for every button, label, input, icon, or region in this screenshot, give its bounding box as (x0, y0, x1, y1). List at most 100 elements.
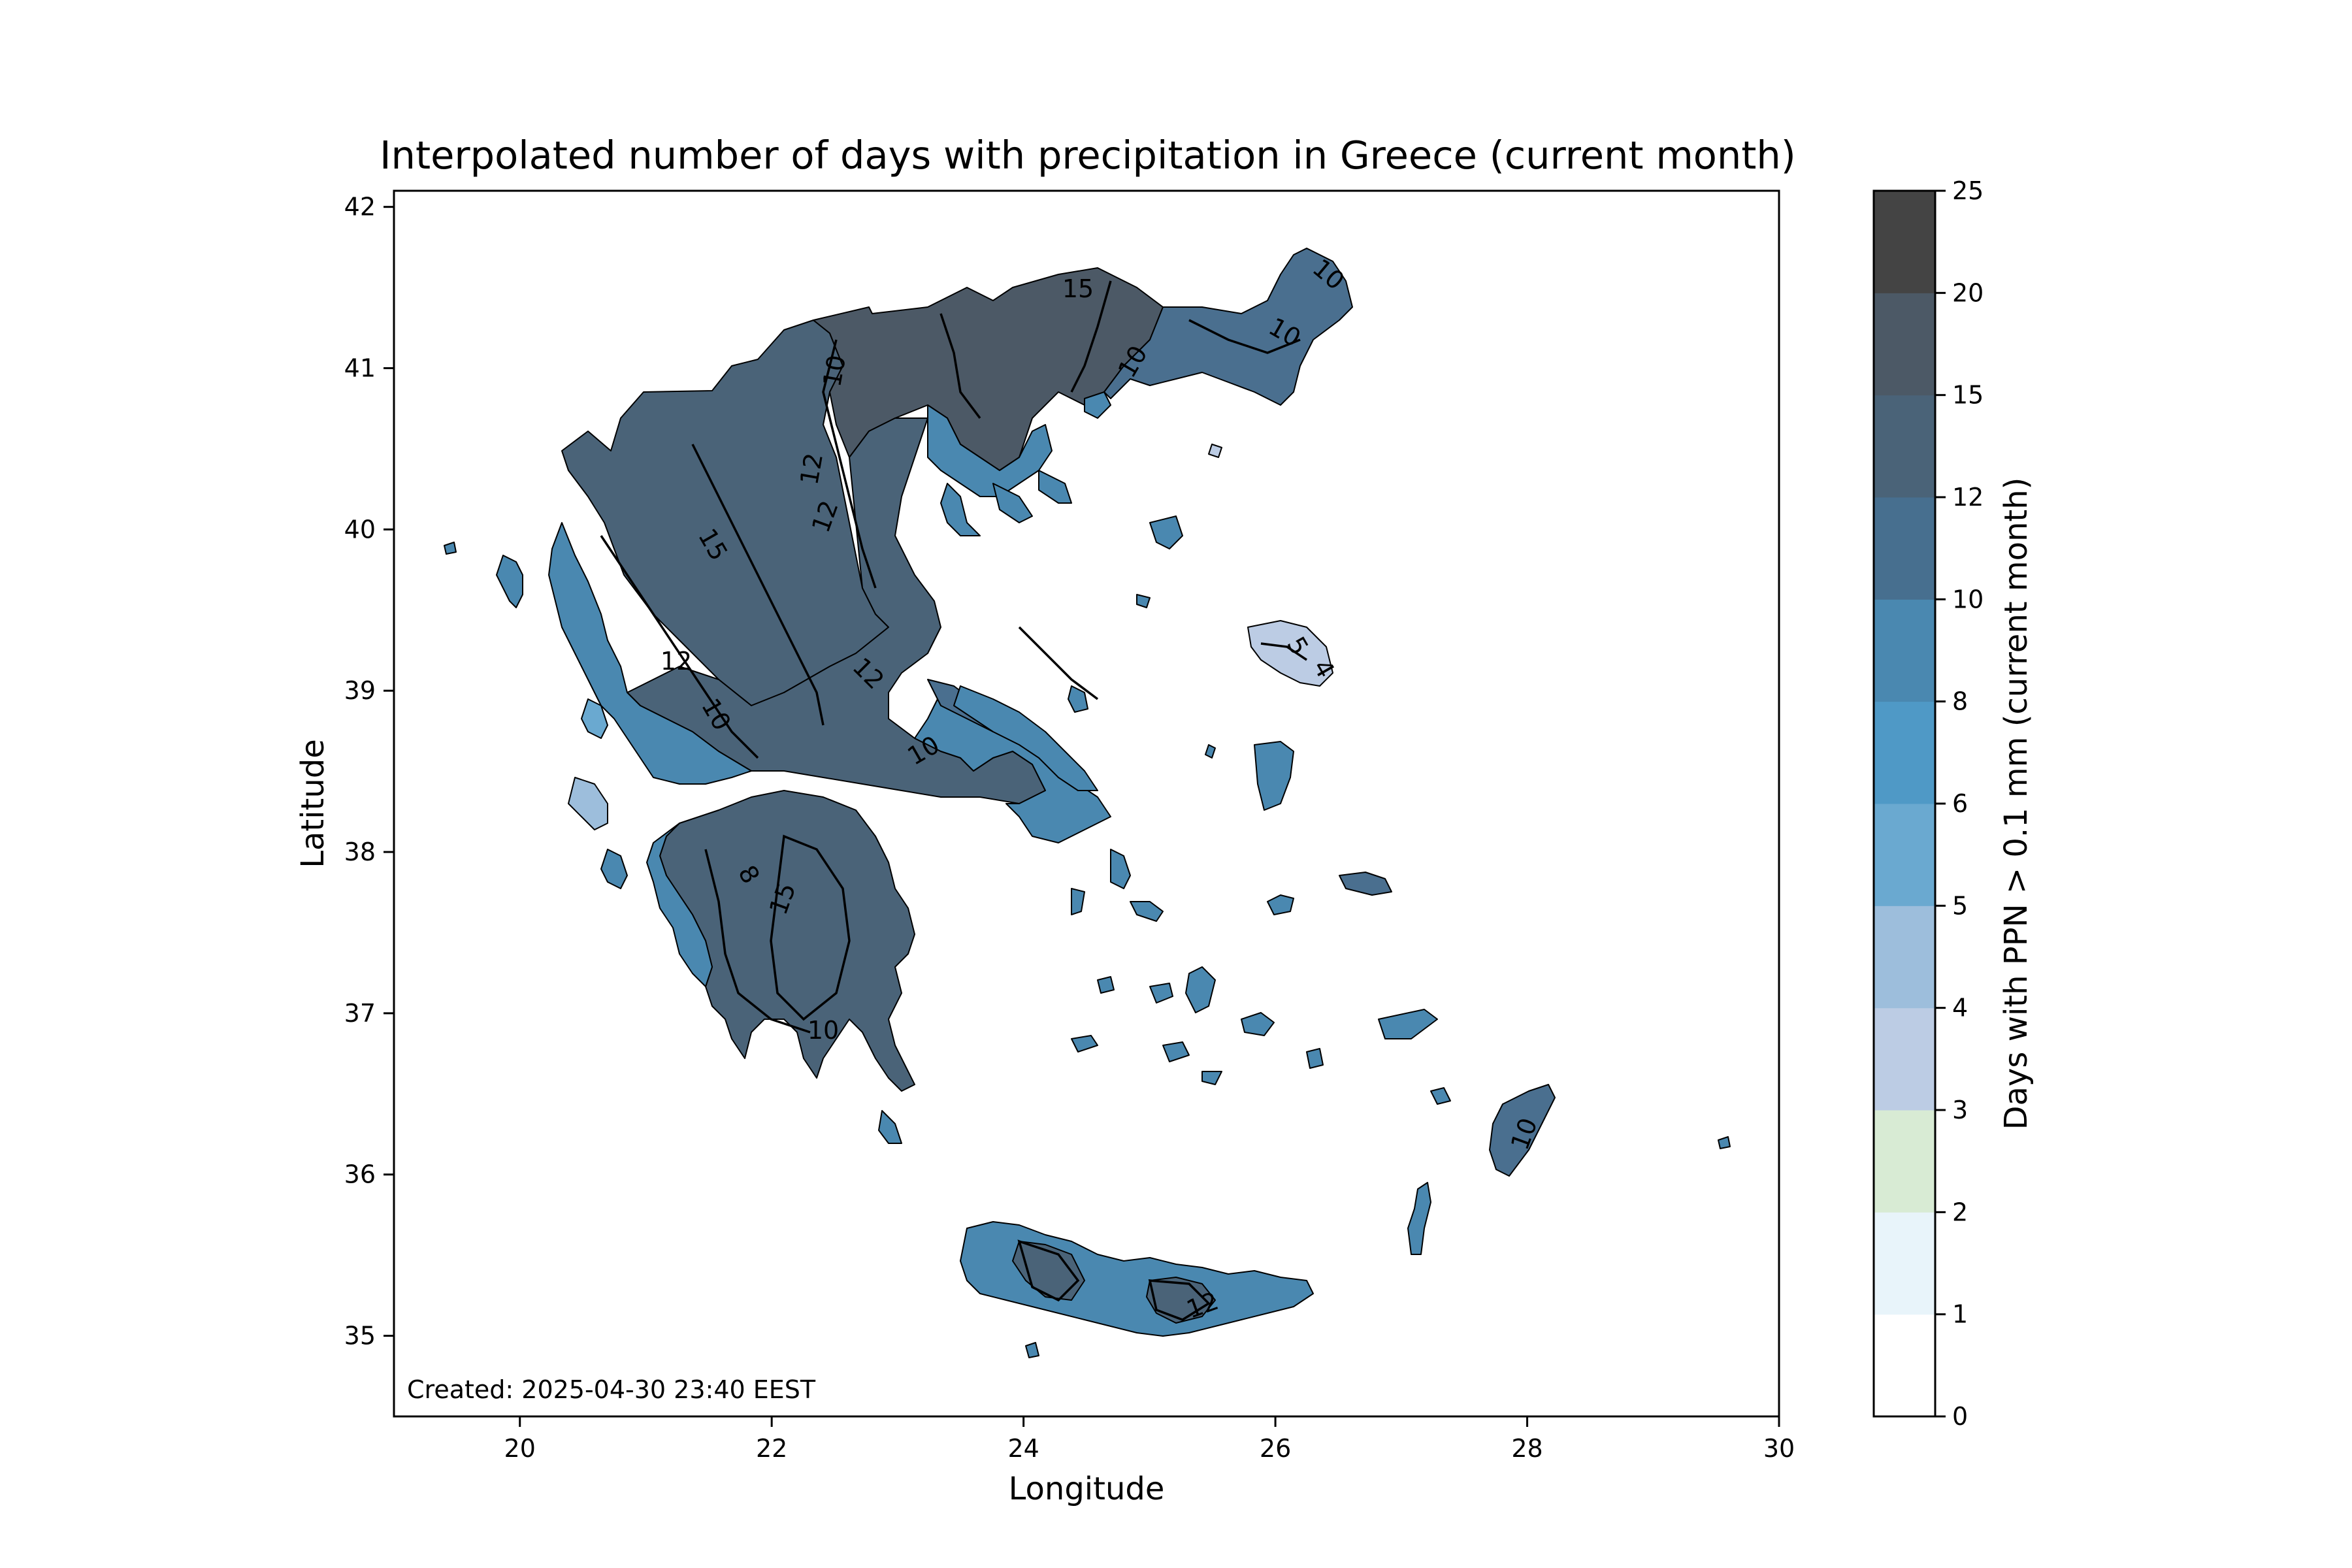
y-tick-label: 35 (344, 1322, 376, 1350)
y-tick-label: 42 (344, 193, 376, 221)
x-tick-label: 22 (756, 1434, 787, 1463)
contour-lines (600, 280, 1307, 1321)
contour-line (939, 313, 981, 419)
mainland-region (548, 522, 752, 785)
mainland-region (646, 823, 713, 987)
contour-line (1188, 319, 1301, 354)
peninsula (927, 404, 1053, 497)
map-title: Interpolated number of days with precipi… (380, 133, 1796, 178)
contour-label: 10 (817, 353, 851, 389)
island (600, 849, 628, 889)
island (1306, 1048, 1324, 1069)
island (1012, 1241, 1085, 1301)
colorbar-label: Days with PPN > 0.1 mm (current month) (1998, 478, 2034, 1130)
x-tick-label: 20 (504, 1434, 536, 1463)
contour-line (770, 834, 851, 1021)
island (1430, 1087, 1451, 1105)
x-axis-label: Longitude (1009, 1471, 1165, 1507)
colorbar-tick-label: 3 (1952, 1096, 1968, 1124)
contour-line (1070, 280, 1112, 393)
contour-line (1018, 626, 1099, 700)
y-axis: 42 41 40 39 38 37 36 35 Latitude (295, 193, 394, 1350)
island (1071, 888, 1085, 915)
colorbar-tick-label: 12 (1952, 483, 1984, 512)
land-masses (444, 248, 1731, 1358)
peninsula (940, 483, 981, 536)
peninsula (992, 483, 1033, 523)
island (1149, 515, 1183, 549)
mainland-region (1103, 248, 1353, 406)
colorbar-swatch (1874, 1314, 1935, 1417)
y-axis-label: Latitude (295, 739, 331, 868)
colorbar-swatch (1874, 906, 1935, 1009)
island (1378, 1009, 1438, 1039)
island (953, 685, 1098, 791)
contour-line (1017, 1239, 1080, 1302)
contour-line (600, 535, 759, 759)
y-tick-label: 37 (344, 999, 376, 1028)
y-tick-label: 39 (344, 676, 376, 705)
colorbar-swatch (1874, 1212, 1935, 1315)
contour-line (704, 849, 811, 1034)
colorbar-tick-label: 2 (1952, 1198, 1968, 1226)
contour-label: 12 (661, 647, 692, 676)
colorbar-swatch (1874, 1110, 1935, 1213)
island (1205, 744, 1216, 759)
y-tick-label: 36 (344, 1160, 376, 1189)
colorbar-tick-label: 1 (1952, 1300, 1968, 1329)
plot-frame (393, 189, 1780, 1418)
colorbar-tick-label: 10 (1952, 585, 1984, 613)
island (496, 555, 523, 608)
x-axis: 20 22 24 26 28 30 Longitude (504, 1416, 1795, 1507)
x-tick-label: 28 (1511, 1434, 1543, 1463)
island (1241, 1012, 1275, 1036)
contour-line (1260, 642, 1307, 661)
colorbar-swatch (1874, 599, 1935, 702)
contour-line (822, 339, 877, 589)
island (1084, 391, 1111, 419)
x-tick-label: 24 (1007, 1434, 1039, 1463)
y-tick-label: 38 (344, 838, 376, 866)
y-tick-label: 41 (344, 354, 376, 383)
island (444, 542, 457, 555)
island (1068, 685, 1088, 713)
peninsula (878, 1110, 902, 1144)
island (1489, 1084, 1556, 1177)
island (1097, 976, 1115, 994)
island (1201, 1071, 1222, 1085)
island (1247, 620, 1333, 687)
contour-label: 12 (794, 451, 828, 487)
colorbar-tick-label: 20 (1952, 278, 1984, 307)
y-tick-label: 40 (344, 515, 376, 544)
colorbar-tick-label: 15 (1952, 381, 1984, 410)
island (1339, 872, 1392, 896)
colorbar-tick-label: 25 (1952, 176, 1984, 205)
island (1267, 894, 1294, 915)
island (1407, 1182, 1431, 1255)
map-plot-area (394, 191, 1779, 1416)
island (1130, 901, 1164, 922)
colorbar-swatch (1874, 395, 1935, 498)
colorbar-tick-label: 8 (1952, 687, 1968, 716)
colorbar-tick-label: 4 (1952, 994, 1968, 1022)
island (1185, 966, 1216, 1013)
contour-label: 10 (808, 1016, 839, 1045)
colorbar-tick-label: 0 (1952, 1402, 1968, 1431)
peninsula (1038, 470, 1072, 504)
colorbar-tick-label: 5 (1952, 891, 1968, 920)
island (568, 777, 608, 830)
contour-line (691, 444, 825, 726)
island (1136, 594, 1151, 608)
island (1208, 444, 1222, 458)
colorbar-swatch (1874, 804, 1935, 906)
island (1110, 849, 1131, 889)
island (1149, 983, 1173, 1004)
colorbar-swatch (1874, 497, 1935, 600)
colorbar-swatch (1874, 191, 1935, 293)
island (1718, 1136, 1731, 1149)
contour-line (1148, 1279, 1211, 1321)
mainland-region (627, 417, 1046, 804)
colorbar-swatch (1874, 1007, 1935, 1111)
